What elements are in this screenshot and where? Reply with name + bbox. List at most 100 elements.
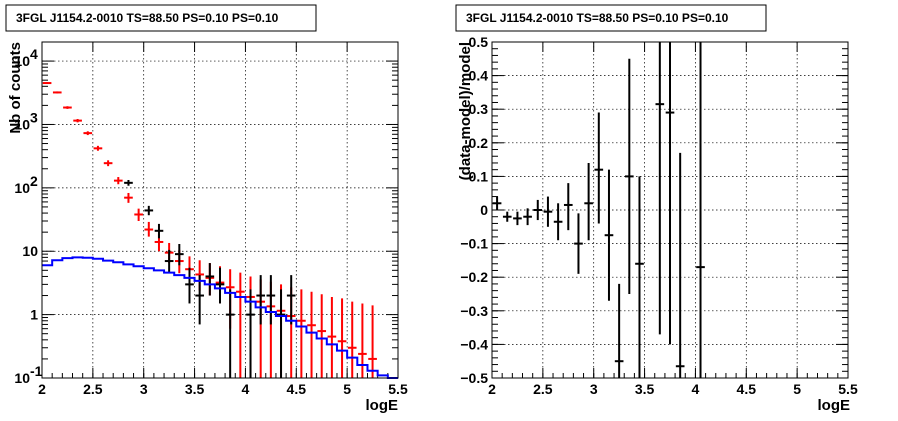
left-x-tick-label: 3: [140, 381, 148, 397]
left-series1-point: [215, 267, 225, 304]
right-series: [492, 42, 705, 378]
left-series0-point: [113, 177, 123, 185]
right-y-tick-label: −0.2: [460, 269, 488, 285]
right-y-tick-label: 0.3: [469, 101, 489, 117]
right-ticks: [491, 41, 849, 379]
left-x-tick-label: 5.5: [388, 381, 408, 397]
right-y-tick-label: 0.1: [469, 168, 489, 184]
left-y-tick-label: 10: [14, 370, 30, 386]
right-series0-point: [584, 162, 593, 241]
right-y-tick-label: −0.4: [460, 336, 488, 352]
right-x-tick-label: 4.5: [737, 381, 757, 397]
right-series0-point: [543, 196, 553, 227]
left-series1-point: [246, 289, 255, 378]
left-y-tick-label: 10: [14, 116, 30, 132]
left-y-tick-label: 10: [22, 243, 38, 259]
left-ticks: [41, 41, 399, 379]
right-y-tick-label: −0.3: [460, 303, 488, 319]
left-x-tick-label: 2.5: [83, 381, 103, 397]
left-y-axis-label: Nb of counts: [7, 42, 24, 134]
left-x-tick-label: 3.5: [185, 381, 205, 397]
left-x-tick-label: 5: [343, 381, 351, 397]
left-y-tick-exponent: -1: [30, 363, 43, 379]
right-title-box: [455, 4, 767, 32]
left-series0-point: [307, 291, 316, 378]
right-x-tick-label: 5.5: [838, 381, 858, 397]
left-series1-point: [174, 244, 184, 266]
left-series0-point: [124, 192, 133, 203]
left-grid: [42, 42, 398, 378]
right-x-tick-label: 2.5: [533, 381, 553, 397]
left-series1-point: [185, 267, 194, 304]
left-series0-point: [83, 131, 93, 136]
left-series1-point: [286, 275, 296, 325]
left-model-step-line: [42, 256, 398, 379]
right-series0-point: [614, 283, 624, 378]
left-series1-point: [266, 275, 276, 325]
right-series0-point: [502, 211, 512, 222]
right-y-tick-labels: 0.5 0.4 0.3 0.2 0.1 0 −0.1 −0.2 −0.3 −0.4 −0.5: [460, 34, 488, 386]
left-series1-point: [164, 249, 174, 274]
right-series0-point: [533, 199, 543, 221]
left-plot-frame: [41, 41, 399, 379]
right-x-tick-label: 3: [590, 381, 598, 397]
right-y-tick-label: 0: [480, 202, 488, 218]
left-x-tick-labels: 2 2.5 3 3.5 4 4.5 5 5.5: [38, 381, 408, 397]
left-x-axis-label: logE: [366, 397, 399, 414]
right-x-tick-label: 5: [793, 381, 801, 397]
left-series1-point: [205, 263, 215, 296]
left-series: [42, 82, 398, 379]
right-x-tick-label: 3.5: [635, 381, 655, 397]
right-series0-point: [523, 208, 532, 226]
left-chart-title: 3FGL J1154.2-0010 TS=88.50 PS=0.10 PS=0.…: [16, 11, 279, 25]
left-series1-point: [144, 205, 154, 216]
right-y-tick-label: −0.1: [460, 236, 488, 252]
left-series0-point: [327, 296, 337, 378]
left-series0-point: [368, 305, 377, 378]
left-y-tick-exponent: 3: [30, 109, 38, 125]
left-series0-point: [317, 294, 327, 378]
left-series1-point: [256, 275, 266, 325]
left-series1-point: [124, 179, 133, 186]
left-series0-point: [103, 160, 113, 167]
right-series0-point: [513, 211, 522, 226]
right-grid: [492, 42, 848, 378]
right-series0-point: [696, 42, 705, 378]
right-x-tick-label: 2: [488, 381, 496, 397]
left-y-tick-exponent: 4: [30, 46, 38, 62]
right-y-tick-label: 0.2: [469, 135, 489, 151]
left-series0-point: [297, 289, 306, 378]
right-series0-point: [492, 196, 502, 210]
right-chart-title: 3FGL J1154.2-0010 TS=88.50 PS=0.10 PS=0.…: [466, 11, 729, 25]
left-series1-point: [154, 223, 164, 239]
right-x-tick-label: 4: [692, 381, 700, 397]
left-series0-point: [144, 221, 154, 237]
right-series0-point: [563, 183, 573, 231]
left-title-box: [5, 4, 317, 32]
right-series0-point: [655, 42, 665, 335]
right-series0-point: [675, 152, 685, 378]
left-y-tick-label: 10: [14, 180, 30, 196]
right-series0-point: [594, 112, 604, 224]
right-y-tick-label: 0.5: [469, 34, 489, 50]
left-series0-point: [337, 298, 347, 378]
left-series1-point: [225, 289, 235, 378]
right-series0-point: [574, 213, 583, 274]
right-x-tick-labels: 2 2.5 3 3.5 4 4.5 5 5.5: [488, 381, 858, 397]
right-x-axis-label: logE: [818, 397, 851, 414]
left-x-tick-label: 4.5: [287, 381, 307, 397]
right-y-axis-label: (data-model)/model: [457, 42, 474, 180]
left-series0-point: [42, 82, 52, 85]
right-series0-point: [553, 203, 563, 241]
left-y-tick-label: 1: [30, 307, 38, 323]
left-series0-point: [52, 91, 62, 94]
left-x-tick-label: 2: [38, 381, 46, 397]
right-series0-point: [635, 176, 644, 378]
left-series0-point: [134, 208, 143, 221]
left-y-tick-label: 10: [14, 53, 30, 69]
left-series0-point: [93, 145, 103, 151]
right-y-tick-label: 0.4: [469, 68, 489, 84]
